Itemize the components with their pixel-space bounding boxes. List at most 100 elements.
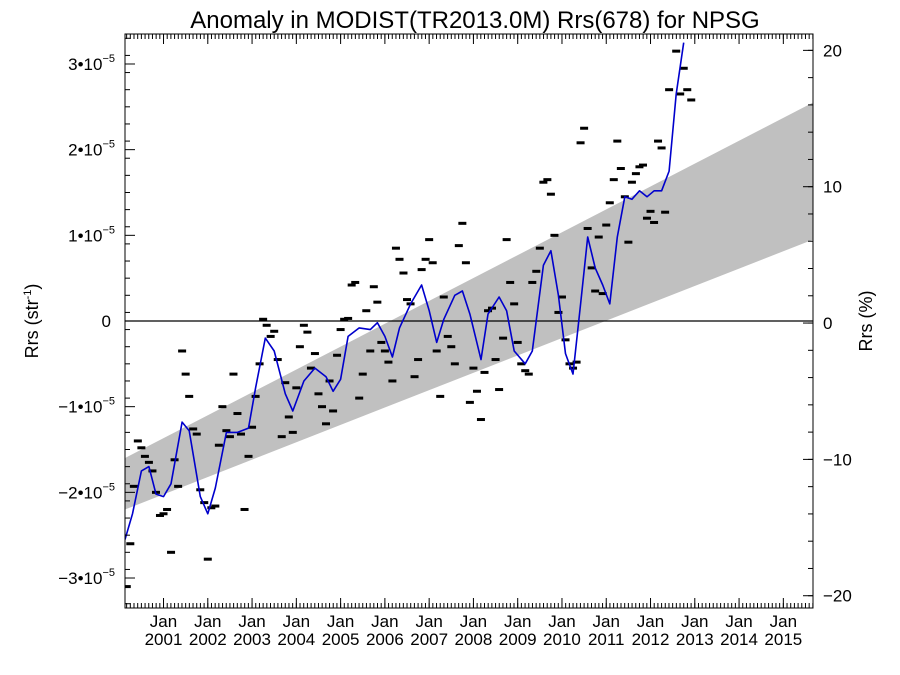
x-tick-month-label: Jan — [283, 612, 310, 631]
x-tick-year-label: 2005 — [322, 630, 360, 649]
x-tick-month-label: Jan — [327, 612, 354, 631]
x-tick-month-label: Jan — [415, 612, 442, 631]
monthly-marker-layer — [125, 49, 696, 589]
monthly-marker — [163, 507, 172, 511]
monthly-marker — [513, 340, 522, 344]
monthly-marker — [679, 66, 688, 70]
trend-band — [125, 102, 813, 510]
monthly-marker — [373, 300, 382, 304]
monthly-marker — [288, 430, 297, 434]
axis-layer: −3•10−5 −2•10−5 −1•10−5 0 1•10−5 2•10−5 3•10−5… — [58, 34, 852, 649]
monthly-marker — [661, 210, 670, 214]
x-tick-month-label: Jan — [770, 612, 797, 631]
y-right-tick-label: −10 — [823, 450, 852, 469]
monthly-marker — [344, 316, 353, 320]
x-tick-year-label: 2009 — [499, 630, 537, 649]
y-left-tick-label: 0 — [102, 312, 111, 331]
monthly-marker — [425, 238, 434, 242]
monthly-marker — [203, 557, 212, 561]
monthly-marker — [318, 405, 327, 409]
monthly-marker — [295, 345, 304, 349]
monthly-marker — [148, 469, 157, 473]
y-left-tick-label: 1•10−5 — [68, 224, 115, 245]
y-right-tick-label: 20 — [823, 41, 842, 60]
monthly-marker — [395, 257, 404, 261]
monthly-marker — [635, 165, 644, 169]
monthly-marker — [196, 488, 205, 492]
x-tick-year-label: 2007 — [410, 630, 448, 649]
y-left-tick-label: −2•10−5 — [58, 481, 115, 502]
x-tick-year-label: 2003 — [233, 630, 271, 649]
monthly-marker — [369, 285, 378, 289]
monthly-marker — [233, 412, 242, 416]
monthly-marker — [248, 425, 257, 429]
monthly-marker — [528, 280, 537, 284]
monthly-marker — [336, 328, 345, 332]
monthly-marker — [572, 360, 581, 364]
monthly-marker — [159, 512, 168, 516]
monthly-marker — [495, 388, 504, 392]
monthly-marker — [469, 366, 478, 370]
monthly-marker — [214, 443, 223, 447]
monthly-marker — [428, 261, 437, 265]
monthly-marker — [189, 427, 198, 431]
monthly-marker — [624, 240, 633, 244]
monthly-marker — [325, 379, 334, 383]
monthly-marker — [229, 372, 238, 376]
monthly-marker — [167, 550, 176, 554]
y-right-tick-label: 0 — [823, 314, 832, 333]
monthly-marker — [546, 192, 555, 196]
monthly-marker — [646, 209, 655, 213]
x-tick-month-label: Jan — [681, 612, 708, 631]
monthly-marker — [181, 372, 190, 376]
monthly-marker — [292, 386, 301, 390]
monthly-marker — [613, 139, 622, 143]
monthly-marker — [421, 257, 430, 261]
monthly-marker — [333, 353, 342, 357]
x-tick-month-label: Jan — [150, 612, 177, 631]
monthly-marker — [657, 146, 666, 150]
monthly-marker — [642, 216, 651, 220]
monthly-marker — [654, 139, 663, 143]
monthly-marker — [144, 460, 153, 464]
monthly-marker — [461, 261, 470, 265]
monthly-marker — [683, 88, 692, 92]
monthly-marker — [436, 394, 445, 398]
monthly-marker — [587, 266, 596, 270]
monthly-marker — [225, 435, 234, 439]
monthly-marker — [484, 309, 493, 313]
monthly-marker — [200, 501, 209, 505]
monthly-marker — [273, 358, 282, 362]
monthly-marker — [472, 389, 481, 393]
x-tick-year-label: 2010 — [543, 630, 581, 649]
monthly-marker — [535, 246, 544, 250]
monthly-marker — [355, 396, 364, 400]
monthly-marker — [366, 349, 375, 353]
monthly-marker — [358, 372, 367, 376]
monthly-marker — [439, 295, 448, 299]
monthly-marker — [454, 244, 463, 248]
monthly-marker — [211, 504, 220, 508]
monthly-marker — [266, 334, 275, 338]
monthly-marker — [557, 295, 566, 299]
x-tick-year-label: 2008 — [455, 630, 493, 649]
monthly-marker — [458, 221, 467, 225]
y-left-tick-label: −3•10−5 — [58, 567, 115, 588]
x-tick-month-label: Jan — [371, 612, 398, 631]
x-tick-year-label: 2001 — [145, 630, 183, 649]
monthly-marker — [502, 238, 511, 242]
monthly-marker — [362, 309, 371, 313]
monthly-marker — [598, 292, 607, 296]
monthly-marker — [347, 283, 356, 287]
x-tick-year-label: 2006 — [366, 630, 404, 649]
monthly-marker — [616, 167, 625, 171]
monthly-marker — [539, 180, 548, 184]
monthly-marker — [591, 289, 600, 293]
monthly-marker — [351, 280, 360, 284]
monthly-marker — [244, 454, 253, 458]
x-tick-year-label: 2013 — [676, 630, 714, 649]
monthly-marker — [687, 98, 696, 102]
monthly-marker — [284, 415, 293, 419]
chart-title: Anomaly in MODIST(TR2013.0M) Rrs(678) fo… — [190, 7, 759, 34]
trend-band-layer — [125, 102, 813, 510]
